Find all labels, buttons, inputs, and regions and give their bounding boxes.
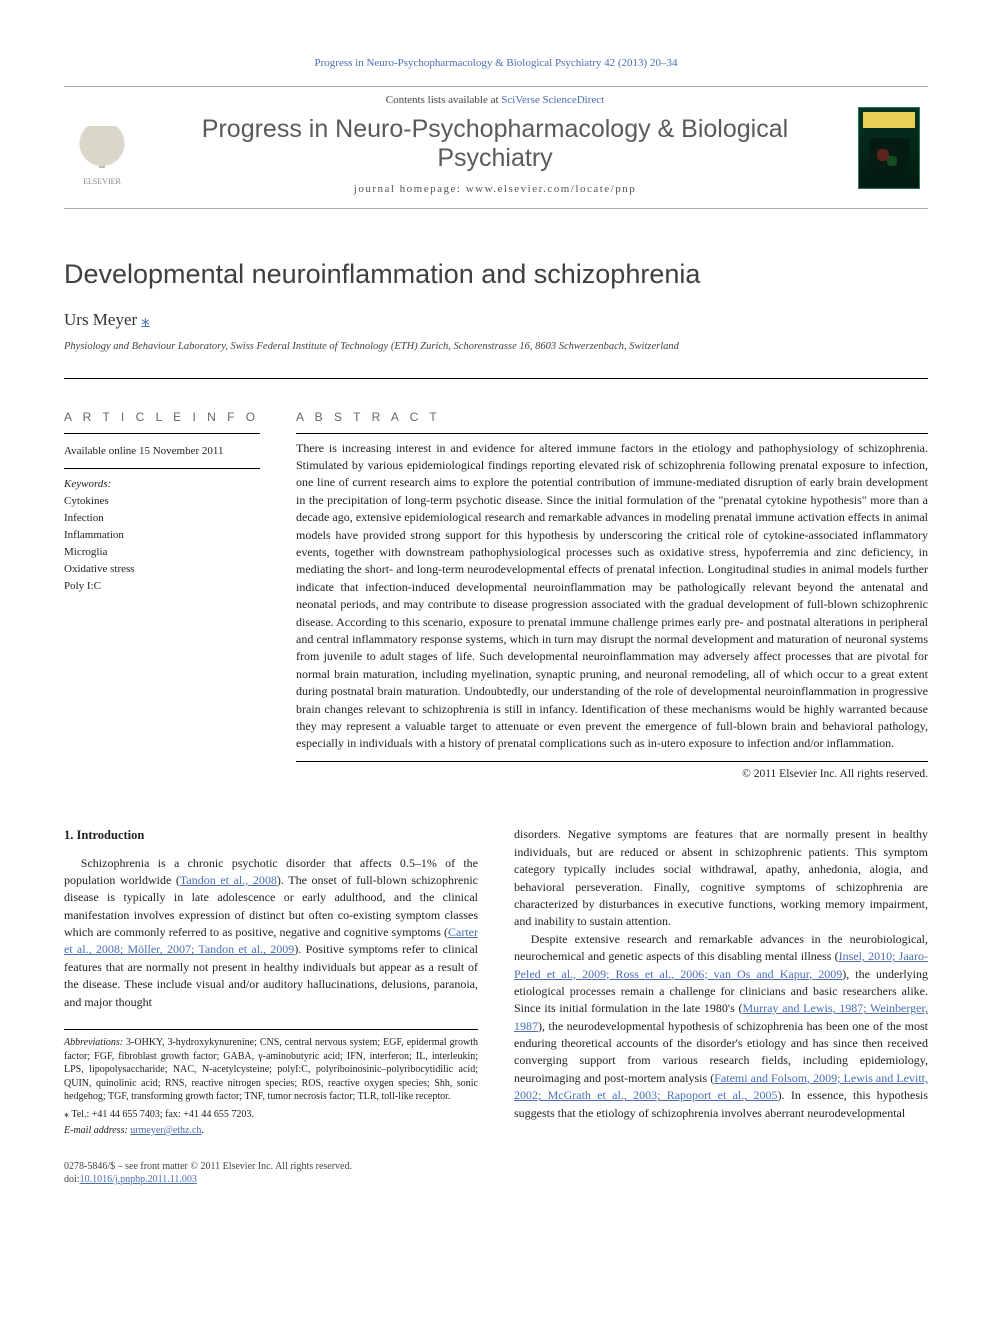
article-info-col: A R T I C L E I N F O Available online 1…: [64, 407, 260, 782]
doi-prefix: doi:: [64, 1174, 80, 1185]
keyword: Inflammation: [64, 527, 260, 544]
journal-home-url: www.elsevier.com/locate/pnp: [466, 183, 637, 195]
doi-line: doi:10.1016/j.pnpbp.2011.11.003: [64, 1173, 928, 1187]
keyword: Microglia: [64, 544, 260, 561]
journal-name: Progress in Neuro-Psychopharmacology & B…: [148, 115, 842, 173]
available-online: Available online 15 November 2011: [64, 440, 260, 469]
keywords-list: Cytokines Infection Inflammation Microgl…: [64, 493, 260, 595]
keyword: Cytokines: [64, 493, 260, 510]
article-title: Developmental neuroinflammation and schi…: [64, 255, 928, 294]
section-heading: 1. Introduction: [64, 826, 478, 844]
corresponding-author-link[interactable]: ⁎: [141, 310, 150, 329]
abbreviations: Abbreviations: 3-OHKY, 3-hydroxykynureni…: [64, 1036, 478, 1104]
abstract-head: A B S T R A C T: [296, 407, 928, 433]
sciencedirect-link[interactable]: SciVerse ScienceDirect: [501, 94, 604, 106]
paragraph: Schizophrenia is a chronic psychotic dis…: [64, 855, 478, 1012]
abbr-text: 3-OHKY, 3-hydroxykynurenine; CNS, centra…: [64, 1037, 478, 1102]
contents-line: Contents lists available at SciVerse Sci…: [148, 93, 842, 109]
footnotes-block: Abbreviations: 3-OHKY, 3-hydroxykynureni…: [64, 1029, 478, 1138]
body-col-right: disorders. Negative symptoms are feature…: [514, 826, 928, 1137]
author-line: Urs Meyer⁎: [64, 308, 928, 333]
cover-image-icon: [858, 107, 920, 189]
email-link[interactable]: urmeyer@ethz.ch: [130, 1125, 201, 1136]
paragraph: Despite extensive research and remarkabl…: [514, 931, 928, 1122]
running-header: Progress in Neuro-Psychopharmacology & B…: [64, 56, 928, 72]
info-abstract-row: A R T I C L E I N F O Available online 1…: [64, 407, 928, 782]
elsevier-logo: ELSEVIER: [64, 87, 140, 208]
running-header-link[interactable]: Progress in Neuro-Psychopharmacology & B…: [315, 57, 678, 69]
email-line: E-mail address: urmeyer@ethz.ch.: [64, 1124, 478, 1138]
front-matter-line: 0278-5846/$ – see front matter © 2011 El…: [64, 1160, 928, 1174]
citation-link[interactable]: Tandon et al., 2008: [180, 873, 277, 887]
abstract-copyright: © 2011 Elsevier Inc. All rights reserved…: [296, 766, 928, 783]
journal-home-label: journal homepage:: [354, 183, 466, 195]
email-suffix: .: [201, 1125, 204, 1136]
body-columns: 1. Introduction Schizophrenia is a chron…: [64, 826, 928, 1137]
elsevier-caption: ELSEVIER: [83, 176, 121, 188]
corresponding-tel: ⁎ Tel.: +41 44 655 7403; fax: +41 44 655…: [64, 1108, 478, 1122]
rule-divider: [64, 378, 928, 379]
email-label: E-mail address:: [64, 1125, 130, 1136]
doi-link[interactable]: 10.1016/j.pnpbp.2011.11.003: [80, 1174, 197, 1185]
abstract-col: A B S T R A C T There is increasing inte…: [296, 407, 928, 782]
journal-header: ELSEVIER Contents lists available at Sci…: [64, 86, 928, 209]
contents-prefix: Contents lists available at: [386, 94, 501, 106]
paragraph: disorders. Negative symptoms are feature…: [514, 826, 928, 930]
body-col-left: 1. Introduction Schizophrenia is a chron…: [64, 826, 478, 1137]
keywords-head: Keywords:: [64, 477, 260, 493]
abbr-label: Abbreviations:: [64, 1037, 123, 1048]
author-name: Urs Meyer: [64, 310, 137, 329]
author-affiliation: Physiology and Behaviour Laboratory, Swi…: [64, 339, 928, 354]
article-info-head: A R T I C L E I N F O: [64, 407, 260, 433]
journal-homepage: journal homepage: www.elsevier.com/locat…: [148, 182, 842, 198]
header-center: Contents lists available at SciVerse Sci…: [140, 87, 850, 208]
keyword: Infection: [64, 510, 260, 527]
abstract-body: There is increasing interest in and evid…: [296, 440, 928, 762]
doi-block: 0278-5846/$ – see front matter © 2011 El…: [64, 1160, 928, 1187]
keyword: Poly I:C: [64, 578, 260, 595]
elsevier-tree-icon: ELSEVIER: [72, 108, 132, 188]
page-root: Progress in Neuro-Psychopharmacology & B…: [0, 0, 992, 1227]
keyword: Oxidative stress: [64, 561, 260, 578]
journal-cover-thumb: [850, 87, 928, 208]
